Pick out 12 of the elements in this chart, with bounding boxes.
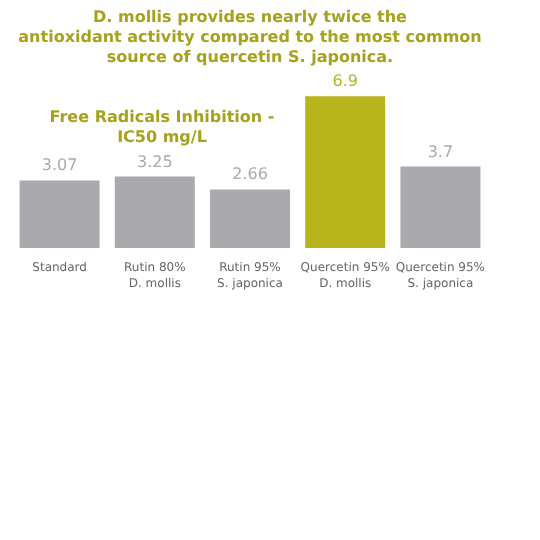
data-label: 3.7	[427, 142, 454, 161]
data-label: 3.25	[136, 152, 173, 171]
bar	[210, 189, 290, 248]
bar	[305, 96, 386, 248]
bar	[114, 176, 195, 248]
data-label: 2.66	[232, 165, 268, 184]
bar	[400, 166, 481, 248]
data-label: 6.9	[332, 72, 358, 91]
bar	[19, 180, 100, 248]
data-label: 3.07	[41, 156, 78, 175]
chart-title: D. mollis provides nearly twice the antioxidant activity compared to the most common source of quercetin S. japonica.	[18, 8, 483, 67]
annotation: Free Radicals Inhibition - IC50 mg/L	[49, 108, 275, 146]
